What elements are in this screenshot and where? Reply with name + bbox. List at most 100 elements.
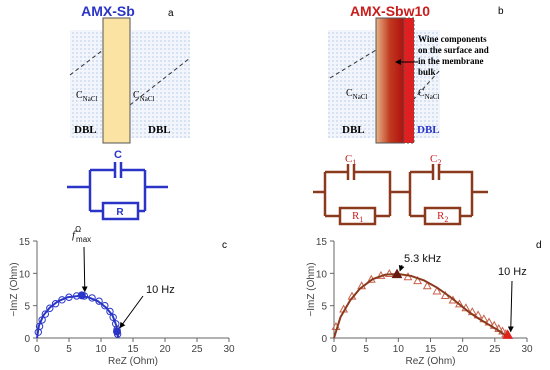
x-tick-label: 15 <box>127 344 139 355</box>
dbl-label: DBL <box>148 124 171 136</box>
y-tick-label: 10 <box>316 269 328 280</box>
surface-layer <box>403 17 415 144</box>
label-sub: NaCl <box>83 95 98 103</box>
note-line: Wine components <box>418 34 487 44</box>
label-sub: 2 <box>437 158 441 167</box>
panel-label: d <box>536 240 542 251</box>
wire <box>67 168 168 213</box>
panel-label: a <box>168 8 174 19</box>
y-tick-label: 10 <box>19 269 31 280</box>
dbl-label: DBL <box>74 124 97 136</box>
x-tick-label: 20 <box>457 344 469 355</box>
data-point <box>384 268 394 277</box>
label-main: C <box>346 88 353 99</box>
annotation-arrow <box>119 295 144 329</box>
resistor-label: R <box>116 207 124 218</box>
x-tick-label: 5 <box>363 344 369 355</box>
concentration-label: CNaCl <box>76 90 98 103</box>
resistor-label: R2 <box>437 210 448 224</box>
capacitor-label: C2 <box>430 153 441 167</box>
data-point <box>422 281 432 290</box>
y-tick-label: 15 <box>316 237 328 248</box>
x-tick-label: 10 <box>393 344 405 355</box>
capacitor-label: C <box>114 149 122 161</box>
membrane <box>375 17 405 144</box>
y-tick-label: 15 <box>19 237 31 248</box>
data-point <box>41 310 50 318</box>
concentration-label: CNaCl <box>133 90 155 103</box>
capacitor-label: C1 <box>345 153 356 167</box>
diagram-b: AMX-Sbw10 b Wine components on the surfa… <box>313 3 504 226</box>
diagram-title: AMX-Sbw10 <box>350 3 430 19</box>
y-axis-label: −ImZ (Ohm) <box>9 262 20 316</box>
membrane <box>102 17 131 144</box>
x-tick-label: 30 <box>521 344 533 355</box>
dbl-label: DBL <box>417 124 440 136</box>
highlight-point <box>502 329 514 339</box>
label-main: R <box>352 210 360 222</box>
note: Wine components on the surface and in th… <box>418 34 489 77</box>
resistor <box>101 201 140 221</box>
label-sub: 2 <box>444 215 448 224</box>
data-point <box>46 304 54 312</box>
annotation-arrow <box>507 280 514 333</box>
y-tick-label: 0 <box>24 334 30 345</box>
x-tick-label: 5 <box>66 344 72 355</box>
note-line: in the membrane <box>418 56 484 66</box>
diagram-title: AMX-Sb <box>81 3 135 19</box>
x-tick-label: 30 <box>223 344 235 355</box>
x-tick-label: 10 <box>95 344 107 355</box>
panel-label: c <box>222 240 227 251</box>
label-sub: NaCl <box>353 93 368 101</box>
note-line: bulk <box>418 67 436 77</box>
concentration-label: CNaCl <box>346 88 368 101</box>
annotation: 5.3 kHz <box>404 253 441 265</box>
y-tick-label: 5 <box>321 302 327 313</box>
label-main: C <box>430 153 437 165</box>
data-point <box>101 301 109 310</box>
y-tick-label: 0 <box>321 334 327 345</box>
profile-line <box>129 57 191 106</box>
x-tick-label: 25 <box>191 344 203 355</box>
highlight-point <box>391 268 403 279</box>
circuit-labels: C1 C2 R1 R2 <box>345 153 448 224</box>
label-sup: Ω <box>75 225 81 234</box>
x-tick-label: 0 <box>34 344 40 355</box>
data-point <box>109 313 117 322</box>
label-sub: NaCl <box>140 95 155 103</box>
resistor <box>423 206 462 226</box>
label-main: C <box>345 153 352 165</box>
x-tick-label: 25 <box>489 344 501 355</box>
capacitor <box>346 164 441 180</box>
label-main: C <box>133 90 140 101</box>
highlight-point <box>77 291 86 300</box>
profile-line <box>329 49 377 79</box>
circuit <box>67 162 168 221</box>
highlight-point <box>113 327 121 336</box>
label-main: C <box>418 88 425 99</box>
x-tick-label: 20 <box>159 344 171 355</box>
data-point <box>413 276 423 285</box>
data-point <box>432 286 442 295</box>
dbl-label: DBL <box>342 124 365 136</box>
circuit <box>313 164 488 226</box>
label-main: R <box>437 210 445 222</box>
annotation-arrow <box>398 264 405 272</box>
concentration-label: CNaCl <box>418 88 440 101</box>
label-sub: 1 <box>352 158 356 167</box>
annotation: 10 Hz <box>498 266 527 278</box>
annotation: fΩ max <box>72 225 91 244</box>
capacitor <box>113 162 123 178</box>
label-sub: max <box>76 235 91 244</box>
x-axis-label: ReZ (Ohm) <box>406 356 456 367</box>
panel-label: b <box>498 6 504 17</box>
label-main: C <box>76 90 83 101</box>
annotation-arrow <box>81 246 88 293</box>
y-axis-label: −ImZ (Ohm) <box>306 262 317 316</box>
data-point <box>106 307 114 316</box>
x-tick-label: 15 <box>425 344 437 355</box>
label-sub: NaCl <box>425 93 440 101</box>
annotation: 10 Hz <box>146 284 175 296</box>
